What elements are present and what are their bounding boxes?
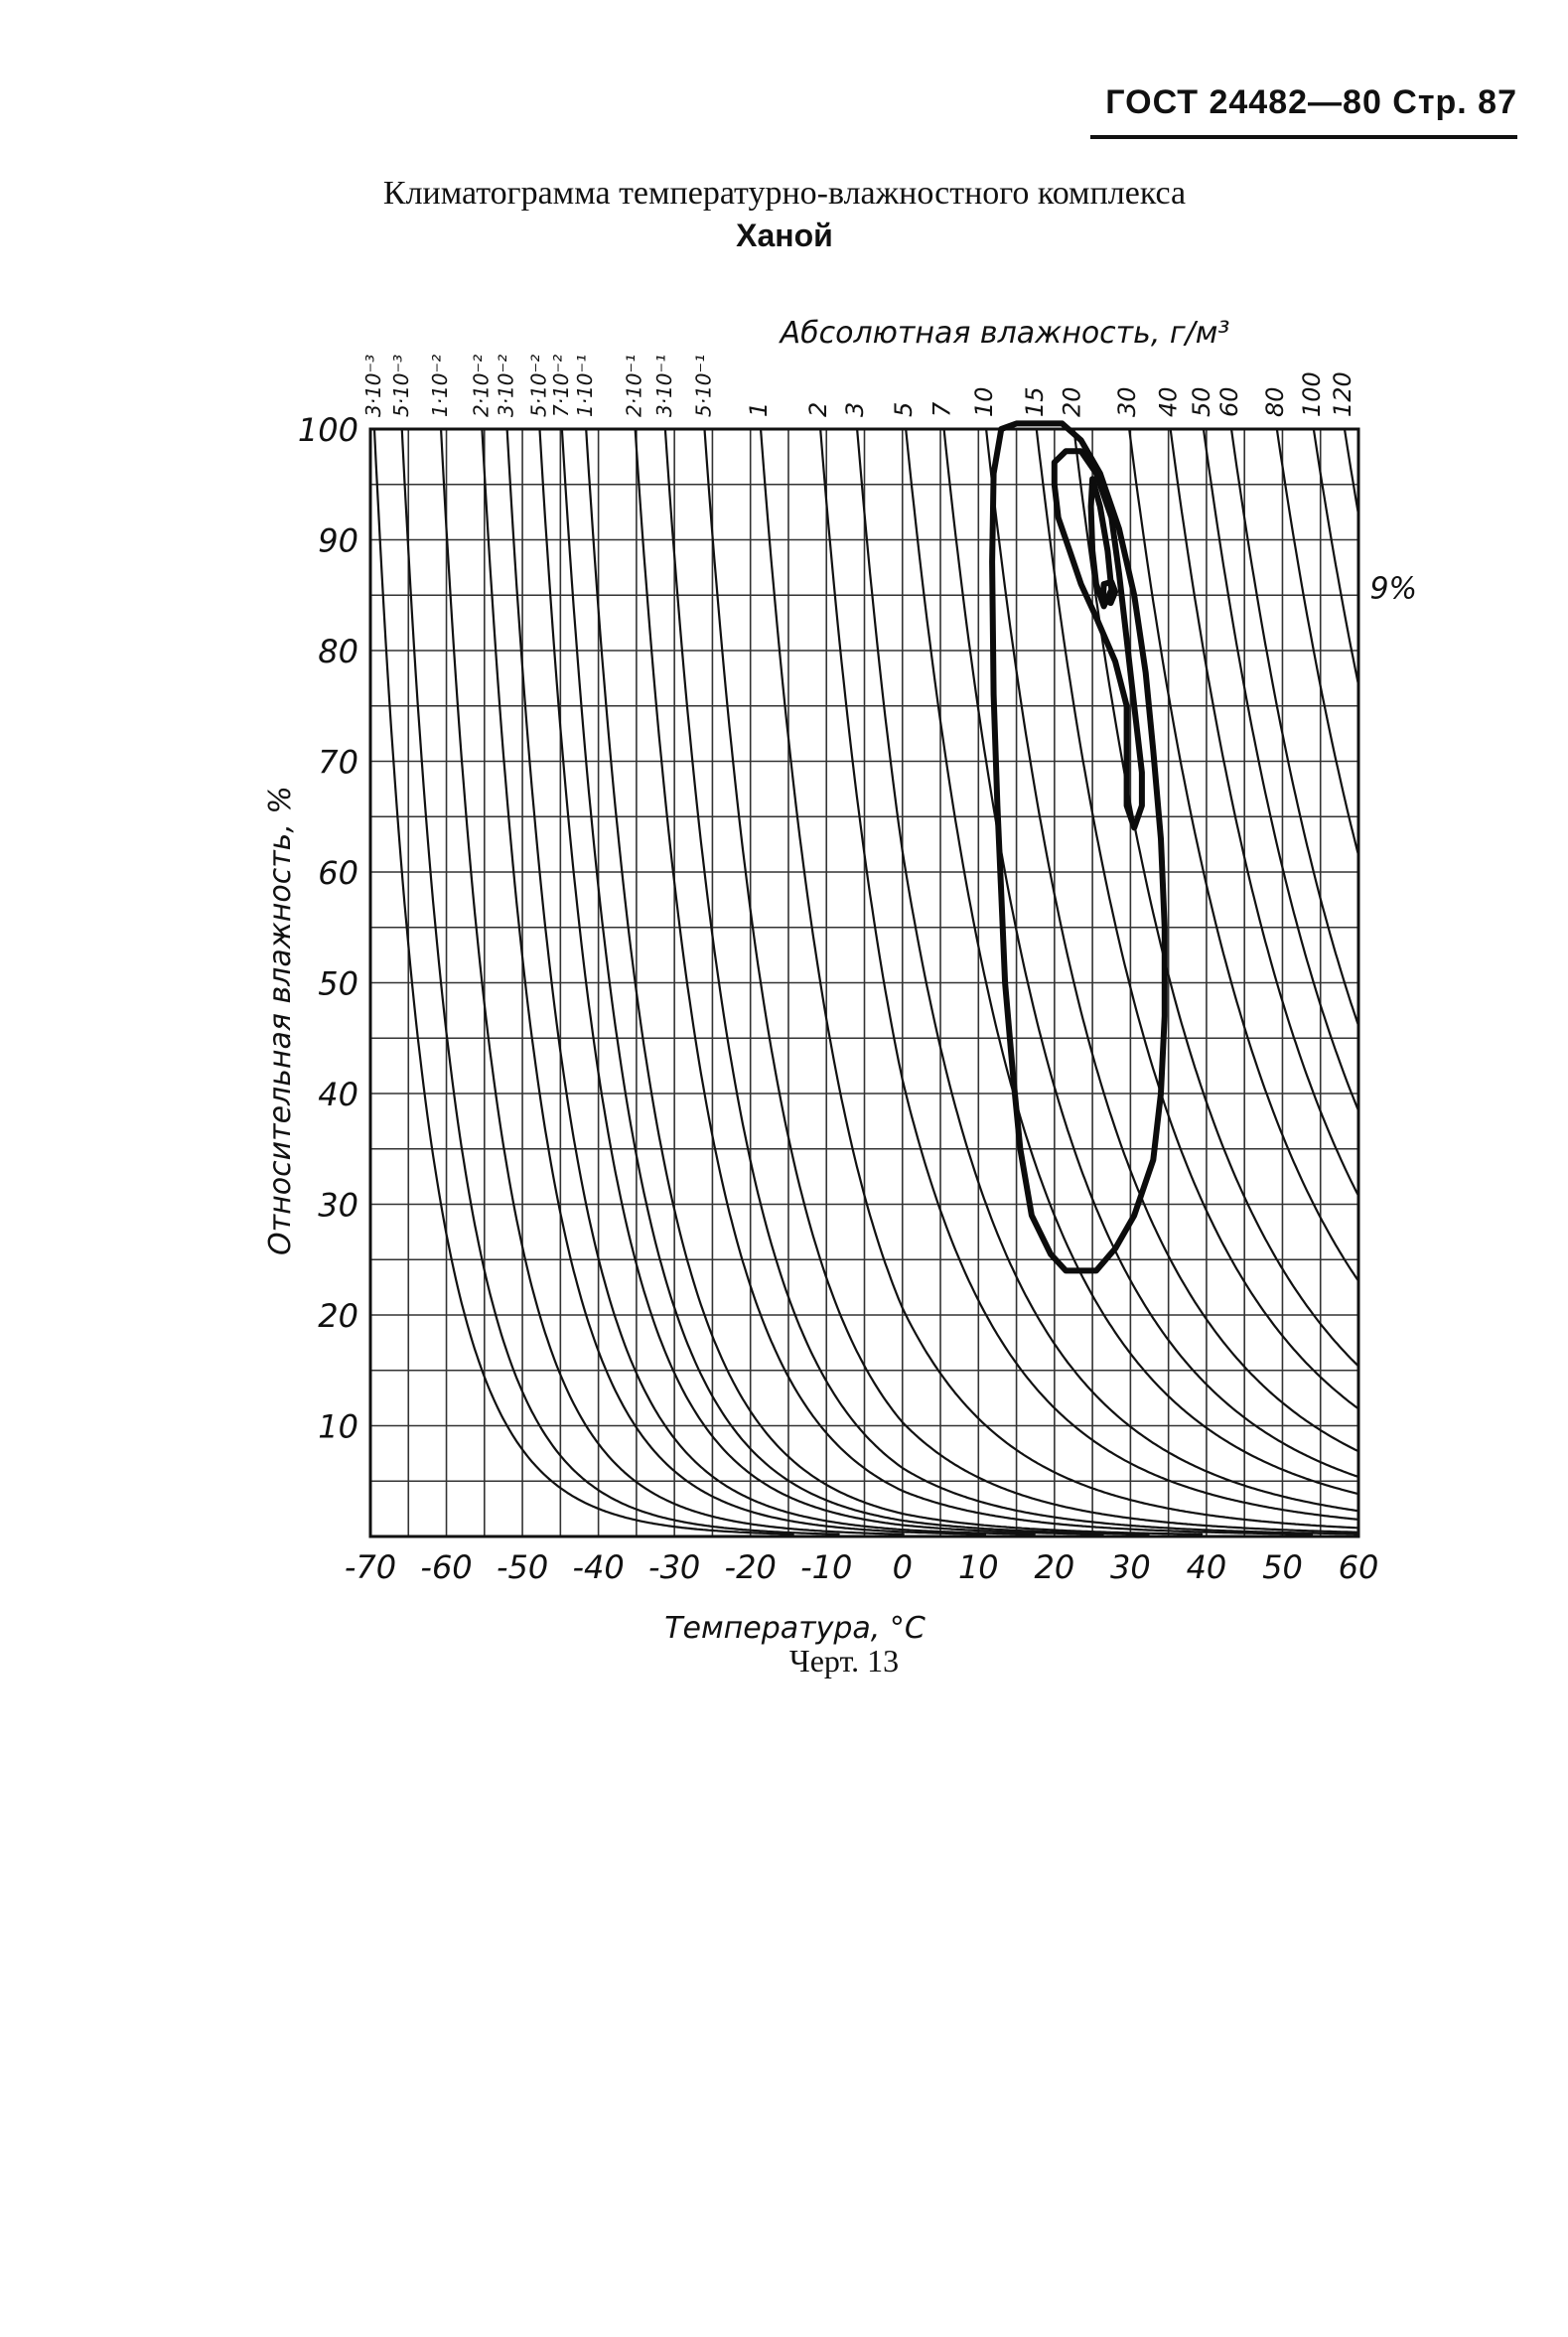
isoline-label: 120 [1329, 371, 1356, 417]
isoline-label: 5·10⁻¹ [691, 355, 715, 417]
x-tick-label: 20 [1034, 1548, 1074, 1586]
abs-humidity-isoline [538, 429, 1104, 1535]
abs-humidity-isoline [505, 429, 1036, 1535]
isoline-label: 3·10⁻¹ [652, 355, 676, 417]
y-tick-label: 40 [318, 1076, 358, 1113]
abs-humidity-isoline [1275, 429, 1358, 856]
isoline-label: 2·10⁻² [469, 355, 493, 417]
abs-humidity-isoline [1035, 429, 1358, 1410]
x-tick-label: -50 [497, 1548, 548, 1586]
abs-humidity-isoline [663, 429, 1358, 1535]
y-tick-label: 100 [298, 411, 358, 449]
abs-humidity-isoline [439, 429, 905, 1535]
page-header: ГОСТ 24482—80 Стр. 87 [1090, 83, 1517, 143]
isoline-label: 2 [804, 402, 832, 417]
y-tick-label: 70 [318, 744, 358, 782]
abs-humidity-isoline [759, 429, 1358, 1530]
x-tick-label: -70 [345, 1548, 396, 1586]
figure-caption: Черт. 13 [788, 1643, 900, 1679]
abs-humidity-isoline [634, 429, 1314, 1535]
x-tick-label: -30 [648, 1548, 700, 1586]
isoline-label: 3 [841, 402, 869, 417]
abs-humidity-isoline [585, 429, 1204, 1535]
isoline-label: 10 [970, 386, 998, 417]
isoline-label: 15 [1021, 386, 1049, 417]
isoline-label: 100 [1298, 371, 1326, 417]
isoline-label: 30 [1113, 386, 1141, 417]
x-axis-label: Температура, °C [664, 1611, 926, 1646]
isoline-label: 50 [1188, 386, 1215, 417]
contour-line [989, 420, 1168, 1274]
isoline-label: 80 [1261, 386, 1289, 417]
x-tick-label: 10 [958, 1548, 999, 1586]
isoline-label: 1·10⁻¹ [573, 355, 597, 417]
abs-humidity-isoline [1229, 429, 1358, 1026]
abs-humidity-isoline [984, 429, 1358, 1453]
abs-humidity-isoline [481, 429, 987, 1535]
contour-line [1099, 578, 1119, 607]
abs-humidity-isoline [905, 429, 1358, 1496]
x-tick-label: -10 [800, 1548, 852, 1586]
isoline-label: 40 [1155, 386, 1183, 417]
plot-frame [368, 427, 1360, 1538]
abs-humidity-isoline [560, 429, 1150, 1535]
y-tick-label: 90 [318, 522, 358, 560]
isoline-label: 1 [745, 402, 773, 417]
x-tick-label: -40 [572, 1548, 624, 1586]
isoline-label: 7·10⁻² [549, 355, 573, 417]
annotation-label: 9% [1369, 572, 1417, 607]
x-tick-label: 50 [1262, 1548, 1303, 1586]
y-tick-label: 10 [318, 1408, 358, 1446]
header-rule [1090, 135, 1517, 139]
chart-title: Климатограмма температурно-влажностного … [298, 173, 1271, 256]
isoline-label: 5 [890, 402, 918, 417]
y-axis-label: Относительная влажность, % [263, 786, 298, 1255]
isoline-label: 3·10⁻³ [361, 355, 385, 417]
abs-humidity-isoline [819, 429, 1358, 1521]
contour-line [1051, 448, 1145, 831]
abs-humidity-isoline [1202, 429, 1358, 1111]
isoline-label: 3·10⁻² [495, 355, 518, 417]
title-line-2: Ханой [736, 218, 833, 253]
isoline-label: 2·10⁻¹ [623, 355, 646, 417]
abs-humidity-isoline [400, 429, 840, 1535]
abs-humidity-isoline [856, 429, 1358, 1513]
y-tick-label: 60 [318, 854, 358, 892]
abs-humidity-isoline [703, 429, 1358, 1534]
abs-humidity-isoline [1312, 429, 1358, 685]
isoline-label: 20 [1058, 386, 1085, 417]
abs-humidity-isoline [1169, 429, 1358, 1197]
isoline-label: 1·10⁻² [428, 355, 452, 417]
contour-line [1087, 476, 1115, 610]
header-text: ГОСТ 24482—80 Стр. 87 [1105, 83, 1517, 121]
x-tick-label: 0 [893, 1548, 913, 1586]
title-line-1: Климатограмма температурно-влажностного … [382, 175, 1187, 212]
isoline-label: 5·10⁻³ [389, 355, 413, 417]
y-tick-label: 50 [318, 965, 358, 1003]
isoline-label: 7 [928, 401, 956, 417]
x-tick-label: 60 [1339, 1548, 1379, 1586]
x-tick-label: 40 [1187, 1548, 1227, 1586]
abs-humidity-isoline [1128, 429, 1358, 1282]
x-tick-label: -20 [725, 1548, 777, 1586]
isoline-label: 5·10⁻² [526, 355, 550, 417]
top-axis-label: Абсолютная влажность, г/м³ [779, 316, 1230, 351]
isoline-label: 60 [1215, 386, 1243, 417]
x-tick-label: 30 [1110, 1548, 1151, 1586]
abs-humidity-isoline [1343, 429, 1358, 515]
x-tick-label: -60 [420, 1548, 472, 1586]
y-tick-label: 30 [318, 1187, 358, 1225]
y-tick-label: 80 [318, 633, 358, 670]
y-tick-label: 20 [318, 1297, 358, 1335]
abs-humidity-isoline [372, 429, 794, 1535]
abs-humidity-isoline [1072, 429, 1358, 1368]
